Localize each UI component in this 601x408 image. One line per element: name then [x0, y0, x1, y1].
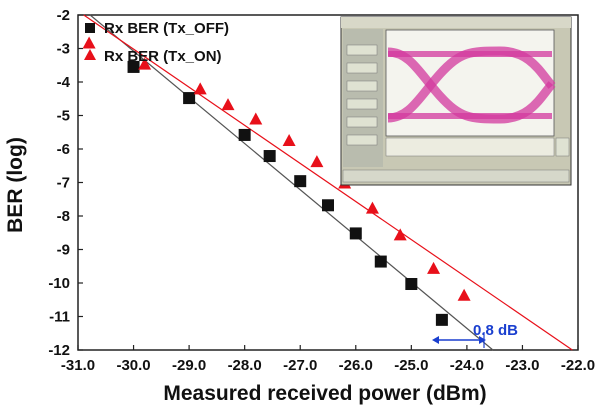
inset-sidebar-button [346, 80, 378, 92]
inset-eye-pattern [387, 46, 556, 124]
data-point-tx-on [365, 201, 379, 214]
inset-menubar [341, 17, 571, 28]
x-axis-title: Measured received power (dBm) [163, 382, 486, 405]
x-tick-label: -24.0 [450, 357, 484, 374]
y-tick-label: -6 [57, 141, 70, 158]
x-tick-label: -26.0 [339, 357, 373, 374]
legend: Rx BER (Tx_OFF) Rx BER (Tx_ON) [84, 20, 229, 65]
fit-line-tx-off [89, 14, 494, 351]
fit-lines [83, 14, 573, 351]
data-point-tx-on [249, 112, 263, 125]
legend-marker-tx-on [84, 49, 96, 60]
data-point-tx-off [238, 128, 251, 141]
legend-label-tx-on: Rx BER (Tx_ON) [104, 48, 222, 65]
data-point-tx-on [221, 98, 235, 111]
y-tick-label: -7 [57, 175, 70, 192]
y-tick-label: -11 [49, 309, 70, 326]
y-axis-ticks: -2 -3 -4 -5 -6 -7 -8 -9 -10 -11 -12 [48, 7, 83, 359]
inset-sidebar-button [346, 44, 378, 56]
power-penalty-annotation: 0.8 dB [432, 322, 518, 348]
y-tick-label: -3 [57, 41, 70, 58]
inset-sidebar-button [346, 116, 378, 128]
data-point-tx-on [282, 133, 296, 146]
x-tick-label: -31.0 [61, 357, 95, 374]
data-points [82, 36, 471, 326]
inset-sidebar-button [346, 62, 378, 74]
data-point-tx-on [457, 288, 471, 301]
y-tick-label: -2 [57, 7, 70, 24]
y-tick-label: -5 [57, 108, 70, 125]
x-tick-label: -22.0 [561, 357, 595, 374]
data-point-tx-off [349, 227, 362, 240]
data-point-tx-off [127, 60, 140, 73]
x-tick-label: -23.0 [505, 357, 539, 374]
inset-sidebar-button [346, 98, 378, 110]
x-tick-label: -25.0 [394, 357, 428, 374]
eye-diagram-inset [340, 16, 572, 186]
data-point-tx-on [427, 261, 441, 274]
data-point-tx-off [374, 255, 387, 268]
inset-status-bar [342, 169, 570, 183]
legend-label-tx-off: Rx BER (Tx_OFF) [104, 20, 229, 37]
x-axis-ticks: -31.0 -30.0 -29.0 -28.0 -27.0 -26.0 -25.0 -24.0… [61, 345, 595, 374]
inset-sidebar-buttons [346, 44, 378, 146]
x-tick-label: -29.0 [172, 357, 206, 374]
data-point-tx-on [393, 228, 407, 241]
y-tick-label: -8 [57, 208, 70, 225]
x-tick-label: -27.0 [283, 357, 317, 374]
legend-marker-tx-off [85, 23, 95, 33]
inset-measure-button [555, 137, 570, 157]
data-point-tx-off [322, 199, 334, 212]
y-axis-title: BER (log) [4, 137, 27, 233]
data-point-tx-off [435, 313, 448, 326]
data-point-tx-on [310, 155, 324, 168]
x-tick-label: -30.0 [116, 357, 150, 374]
data-point-tx-on [138, 57, 152, 70]
inset-measure-panel [385, 137, 555, 157]
annotation-label: 0.8 dB [473, 322, 518, 339]
data-point-tx-on [82, 36, 96, 49]
x-tick-label: -28.0 [228, 357, 262, 374]
annotation-arrowhead-left [432, 336, 439, 344]
data-point-tx-on [193, 82, 207, 95]
annotation-arrowhead-right [479, 336, 486, 344]
fit-line-tx-on [83, 14, 573, 351]
y-tick-label: -4 [57, 74, 71, 91]
data-point-tx-off [183, 92, 196, 105]
inset-sidebar-button [346, 134, 378, 146]
data-point-tx-off [405, 278, 418, 291]
data-point-tx-off [263, 150, 276, 163]
data-point-tx-off [294, 175, 307, 188]
y-tick-label: -9 [57, 242, 70, 259]
y-tick-label: -12 [48, 342, 70, 359]
y-tick-label: -10 [48, 275, 70, 292]
